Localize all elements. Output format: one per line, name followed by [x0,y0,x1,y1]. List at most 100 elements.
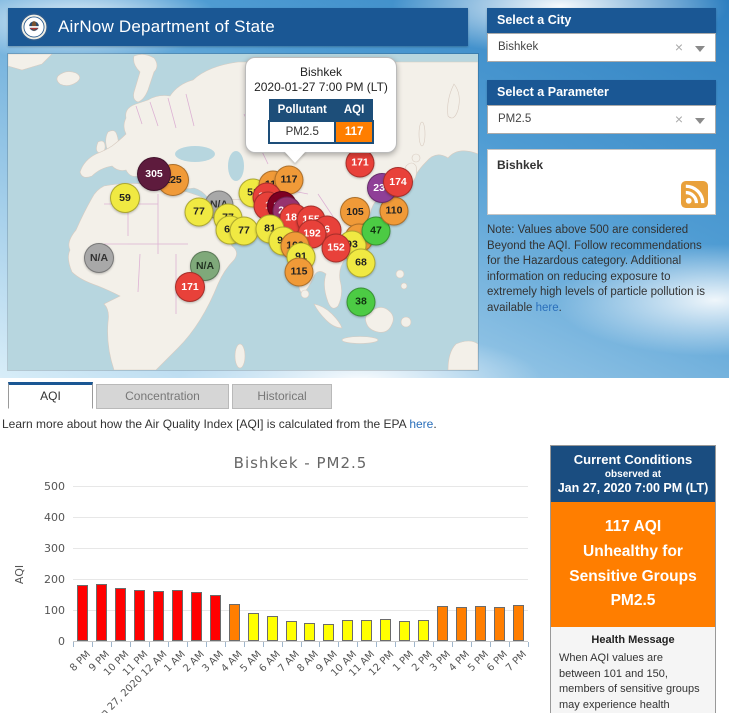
tab-bar: AQIConcentrationHistorical [8,382,335,409]
x-axis-tick [338,642,339,647]
aqi-marker[interactable]: 305 [137,157,171,191]
aqi-bar[interactable] [475,606,486,641]
observed-at-label: observed at [553,469,713,480]
x-axis-tick [490,642,491,647]
aqi-bar-chart: Bishkek - PM2.5 AQI 01002003004005008 PM… [8,438,543,713]
health-message-title: Health Message [559,634,707,646]
aqi-bar[interactable] [115,588,126,641]
aqi-marker[interactable]: 68 [347,249,376,278]
x-axis-tick [395,642,396,647]
popup-table: Pollutant AQI PM2.5 117 [268,99,374,144]
aqi-marker[interactable]: 115 [285,258,314,287]
learn-more-suffix: . [433,417,436,431]
parameter-select-header: Select a Parameter [487,80,716,105]
aqi-bar[interactable] [513,605,524,641]
note-here-link[interactable]: here [536,302,559,314]
x-axis-tick [73,642,74,647]
popup-col-pollutant: Pollutant [269,100,335,122]
tab-historical[interactable]: Historical [232,384,332,409]
x-axis-tick [168,642,169,647]
aqi-category: Unhealthy for Sensitive Groups [555,540,711,590]
x-axis-tick [528,642,529,647]
x-axis-tick [206,642,207,647]
aqi-bar[interactable] [456,607,467,641]
y-tick-label: 0 [31,635,65,648]
x-axis-tick [452,642,453,647]
chevron-down-icon[interactable] [695,118,705,124]
aqi-bar[interactable] [418,620,429,641]
aqi-bar[interactable] [399,621,410,641]
y-tick-label: 300 [31,542,65,555]
aqi-marker[interactable]: 38 [347,288,376,317]
aqi-bar[interactable] [342,620,353,641]
x-axis-tick [282,642,283,647]
x-axis-tick [244,642,245,647]
x-axis-tick [263,642,264,647]
aqi-bar[interactable] [267,616,278,641]
x-tick-label: 2 AM [182,649,207,674]
city-select-header: Select a City [487,8,716,33]
gridline [73,579,528,580]
y-tick-label: 500 [31,480,65,493]
aqi-bar[interactable] [304,623,315,641]
aqi-pollutant: PM2.5 [555,589,711,614]
observed-datetime: Jan 27, 2020 7:00 PM (LT) [553,481,713,495]
learn-more-text: Learn more about how the Air Quality Ind… [2,417,409,431]
x-axis-tick [111,642,112,647]
aqi-bar[interactable] [248,613,259,641]
x-axis-tick [92,642,93,647]
parameter-combobox[interactable]: PM2.5 × [487,105,716,134]
aqi-bar[interactable] [210,595,221,641]
tab-aqi[interactable]: AQI [8,382,93,409]
aqi-bar[interactable] [134,590,145,641]
aqi-marker[interactable]: 174 [383,167,413,197]
right-column: Select a City Bishkek × Select a Paramet… [487,8,716,316]
x-tick-label: 7 PM [504,649,529,674]
aqi-marker[interactable]: 171 [175,272,205,302]
popup-aqi-value: 117 [335,121,372,143]
city-combobox[interactable]: Bishkek × [487,33,716,62]
clear-icon[interactable]: × [675,106,683,133]
parameter-combobox-value: PM2.5 [498,113,531,125]
x-axis-tick [187,642,188,647]
aqi-marker[interactable]: 77 [185,198,214,227]
x-tick-label: 3 AM [200,649,225,674]
aqi-bar[interactable] [361,620,372,641]
aqi-bar[interactable] [77,585,88,641]
gridline [73,486,528,487]
popup-col-aqi: AQI [335,100,372,122]
tab-concentration[interactable]: Concentration [96,384,229,409]
x-axis-tick [357,642,358,647]
chevron-down-icon[interactable] [695,46,705,52]
aqi-bar[interactable] [229,604,240,641]
aqi-bar[interactable] [172,590,183,641]
aqi-bar[interactable] [323,624,334,641]
x-axis-tick [130,642,131,647]
x-tick-label: 4 AM [219,649,244,674]
aqi-marker[interactable]: 77 [230,217,259,246]
aqi-bar[interactable] [286,621,297,641]
rss-city-title: Bishkek [497,158,707,172]
aqi-marker[interactable]: 59 [110,183,140,213]
x-axis-tick [471,642,472,647]
aqi-bar[interactable] [191,592,202,641]
popup-datetime: 2020-01-27 7:00 PM (LT) [252,80,390,94]
clear-icon[interactable]: × [675,34,683,61]
aqi-marker[interactable]: N/A [84,243,114,273]
map-popup: Bishkek 2020-01-27 7:00 PM (LT) Pollutan… [245,57,397,153]
rss-feed-box: Bishkek [487,149,716,215]
aqi-bar[interactable] [380,619,391,641]
aqi-bar[interactable] [153,591,164,641]
rss-icon[interactable] [681,181,708,208]
app-title: AirNow Department of State [58,17,275,37]
y-tick-label: 200 [31,573,65,586]
aqi-bar[interactable] [96,584,107,641]
aqi-value-block: 117 AQI Unhealthy for Sensitive Groups P… [551,502,715,627]
x-tick-label: 6 AM [257,649,282,674]
world-map[interactable]: 12530559N/A77776277N/AN/A171511111171531… [8,54,478,370]
aqi-bar[interactable] [494,607,505,641]
learn-more-here-link[interactable]: here [409,417,433,431]
aqi-bar[interactable] [437,606,448,641]
x-tick-label: 5 PM [466,649,491,674]
x-axis-tick [319,642,320,647]
